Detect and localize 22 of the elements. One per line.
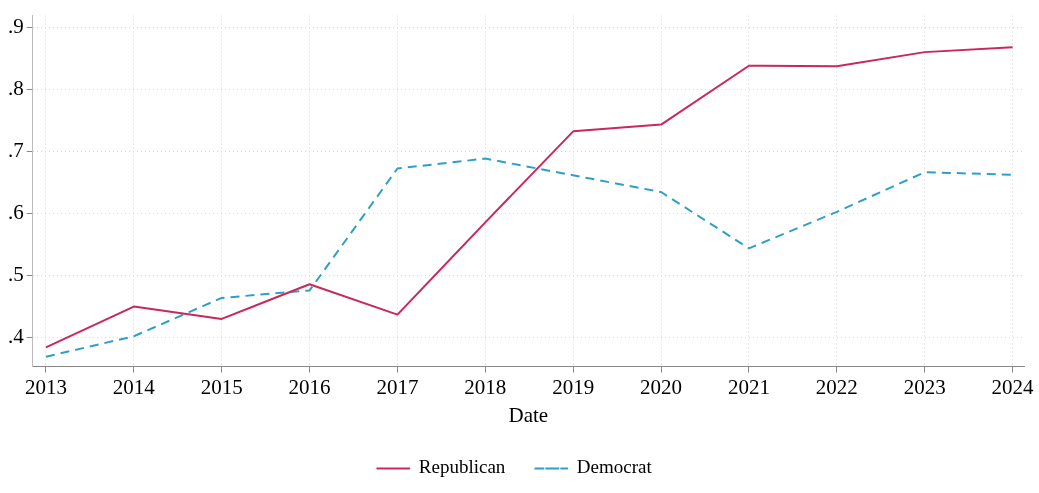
x-tick-label: 2013 bbox=[24, 374, 67, 399]
x-tick-label: 2015 bbox=[200, 374, 243, 399]
y-tick-label: .4 bbox=[8, 324, 25, 349]
y-tick-label: .7 bbox=[8, 138, 24, 163]
line-series bbox=[44, 157, 1014, 358]
x-tick-label: 2017 bbox=[376, 374, 419, 399]
x-axis-title: Date bbox=[508, 402, 549, 427]
x-tick-label: 2024 bbox=[991, 374, 1035, 399]
legend-label: Republican bbox=[418, 456, 506, 478]
y-tick-label: .5 bbox=[8, 262, 24, 287]
y-tick-label: .9 bbox=[8, 14, 24, 39]
x-tick-label: 2019 bbox=[552, 374, 595, 399]
x-tick-label: 2016 bbox=[288, 374, 331, 399]
x-tick-label: 2022 bbox=[815, 374, 858, 399]
x-tick-label: 2018 bbox=[464, 374, 507, 399]
legend-label: Democrat bbox=[576, 456, 653, 478]
y-tick-label: .8 bbox=[8, 76, 24, 101]
x-tick-label: 2021 bbox=[727, 374, 770, 399]
x-tick-label: 2014 bbox=[112, 374, 156, 399]
x-tick-label: 2020 bbox=[640, 374, 683, 399]
x-tick-label: 2023 bbox=[903, 374, 946, 399]
y-tick-label: .6 bbox=[8, 200, 24, 225]
